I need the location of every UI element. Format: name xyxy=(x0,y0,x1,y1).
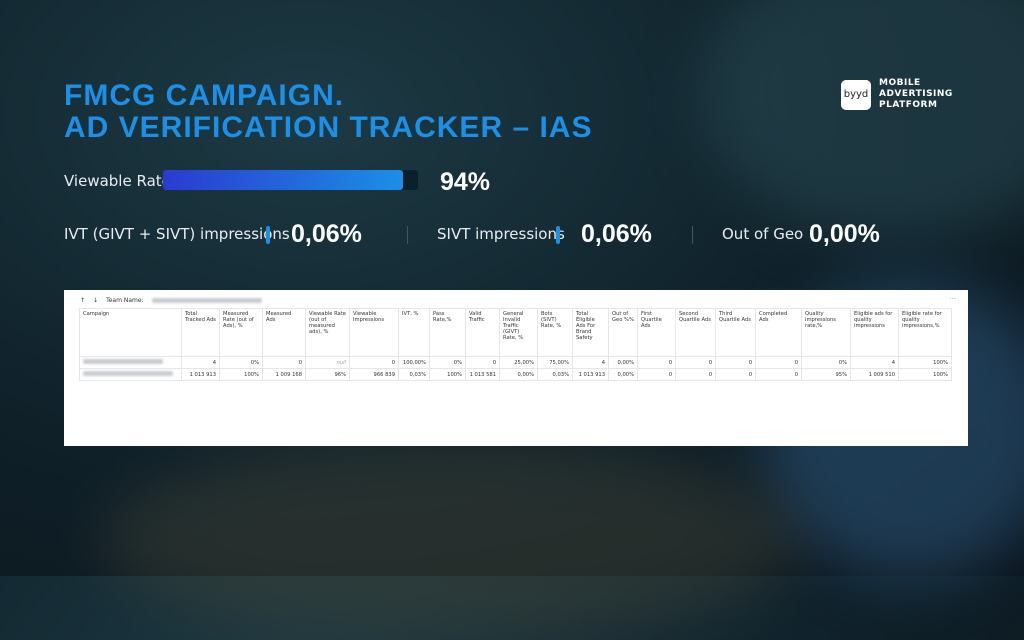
table-cell: 0 xyxy=(755,356,802,369)
redacted-text xyxy=(83,359,163,364)
viewable-rate-bar xyxy=(163,170,418,190)
page-title: FMCG CAMPAIGN. AD VERIFICATION TRACKER –… xyxy=(64,80,592,144)
title-line-1: FMCG CAMPAIGN. xyxy=(64,79,345,112)
column-header[interactable]: Eligible ads for quality impressions xyxy=(850,308,899,357)
ivt-label: IVT (GIVT + SIVT) impressions xyxy=(64,225,290,243)
viewable-rate-label: Viewable Rate xyxy=(64,172,171,190)
table-cell: 1 009 168 xyxy=(262,368,306,381)
report-panel: ↑ ↓ Team Name: … Campaign Total Tracked A… xyxy=(64,290,968,446)
column-header[interactable]: Eligible rate for quality impressions,% xyxy=(898,308,952,357)
table-cell: 0 xyxy=(637,368,676,381)
table-cell: 75,00% xyxy=(537,356,573,369)
table-cell: 0,00% xyxy=(608,356,638,369)
title-line-2: AD VERIFICATION TRACKER – IAS xyxy=(64,111,593,144)
table-cell: 0 xyxy=(715,368,756,381)
table-cell: 0 xyxy=(262,356,306,369)
table-cell: 0 xyxy=(755,368,802,381)
background-glow xyxy=(700,0,1024,240)
sort-down-button[interactable]: ↓ xyxy=(93,297,99,304)
sivt-value: 0,06% xyxy=(581,220,652,248)
out-of-geo-label: Out of Geo xyxy=(722,225,804,243)
column-header[interactable]: Completed Ads xyxy=(755,308,802,357)
column-header[interactable]: Campaign xyxy=(79,308,182,357)
table-cell: 0,03% xyxy=(398,368,430,381)
report-table: Campaign Total Tracked Ads Measured Rate (… xyxy=(79,308,952,381)
table-cell: null xyxy=(305,356,350,369)
divider xyxy=(692,226,693,244)
column-header[interactable]: Total Eligible Ads For Brand Safety xyxy=(572,308,609,357)
viewable-rate-value: 94% xyxy=(440,168,491,196)
column-header[interactable]: Third Quartile Ads xyxy=(715,308,756,357)
table-cell: 0,00% xyxy=(608,368,638,381)
accent-tick xyxy=(556,226,560,244)
sivt-label: SIVT impressions xyxy=(437,225,565,243)
table-cell: 0% xyxy=(801,356,851,369)
accent-tick xyxy=(266,226,270,244)
table-cell: 0,03% xyxy=(537,368,573,381)
table-cell: 100,00% xyxy=(398,356,430,369)
table-cell: 96% xyxy=(305,368,350,381)
table-cell: 1 013 581 xyxy=(465,368,500,381)
column-header[interactable]: Measured Rate (out of Ads), % xyxy=(219,308,263,357)
table-cell: 100% xyxy=(898,368,952,381)
column-header[interactable]: Pass Rate,% xyxy=(429,308,466,357)
table-cell: 0 xyxy=(715,356,756,369)
column-header[interactable]: Bots (SIVT) Rate, % xyxy=(537,308,573,357)
table-cell: 966 839 xyxy=(349,368,399,381)
column-header[interactable]: Quality impressions rate,% xyxy=(801,308,851,357)
table-cell: 100% xyxy=(219,368,263,381)
redacted-text xyxy=(83,371,173,376)
table-cell: 95% xyxy=(801,368,851,381)
brand-logo: byyd MOBILE ADVERTISING PLATFORM xyxy=(841,78,953,111)
table-row[interactable]: 1 013 913 100% 1 009 168 96% 966 839 0,03% 100… xyxy=(79,368,952,381)
table-cell: 1 013 913 xyxy=(181,368,220,381)
viewable-rate-fill xyxy=(163,170,403,190)
column-header[interactable]: Measured Ads xyxy=(262,308,306,357)
table-cell: 0% xyxy=(429,356,466,369)
column-header[interactable]: Viewable Rate (out of measured ads), % xyxy=(305,308,350,357)
column-header[interactable]: Valid Traffic xyxy=(465,308,500,357)
table-cell: 4 xyxy=(181,356,220,369)
table-cell: 25,00% xyxy=(499,356,538,369)
logo-text: MOBILE xyxy=(879,78,921,88)
table-cell: 100% xyxy=(898,356,952,369)
table-cell: 0 xyxy=(637,356,676,369)
column-header[interactable]: Viewable Impressions xyxy=(349,308,399,357)
table-cell: 4 xyxy=(850,356,899,369)
column-header[interactable]: First Quartile Ads xyxy=(637,308,676,357)
table-row[interactable]: 4 0% 0 null 0 100,00% 0% 0 25,00% 75,00% 4 0,00% 0 0 0… xyxy=(79,356,952,369)
divider xyxy=(407,226,408,244)
campaign-name-redacted[interactable] xyxy=(79,368,182,381)
more-menu-button[interactable]: … xyxy=(949,293,956,301)
team-name-label: Team Name: xyxy=(106,297,144,304)
logo-text: ADVERTISING xyxy=(879,89,953,99)
sort-up-button[interactable]: ↑ xyxy=(80,297,86,304)
table-cell: 1 009 510 xyxy=(850,368,899,381)
column-header[interactable]: Out of Geo %% xyxy=(608,308,638,357)
team-name-value-redacted xyxy=(151,298,262,303)
table-cell: 0,00% xyxy=(499,368,538,381)
table-cell: 100% xyxy=(429,368,466,381)
table-cell: 0 xyxy=(349,356,399,369)
logo-mark: byyd xyxy=(841,79,871,110)
campaign-name-redacted[interactable] xyxy=(79,356,182,369)
table-cell: 0 xyxy=(465,356,500,369)
table-cell: 4 xyxy=(572,356,609,369)
ivt-value: 0,06% xyxy=(291,220,362,248)
column-header[interactable]: General Invalid Traffic (GIVT) Rate, % xyxy=(499,308,538,357)
table-cell: 0 xyxy=(675,368,716,381)
table-cell: 0 xyxy=(675,356,716,369)
logo-text: PLATFORM xyxy=(879,100,938,110)
background-glow xyxy=(100,440,800,640)
out-of-geo-value: 0,00% xyxy=(809,220,880,248)
table-cell: 1 013 913 xyxy=(572,368,609,381)
table-cell: 0% xyxy=(219,356,263,369)
column-header[interactable]: Second Quartile Ads xyxy=(675,308,716,357)
column-header[interactable]: Total Tracked Ads xyxy=(181,308,220,357)
column-header[interactable]: IVT, % xyxy=(398,308,430,357)
